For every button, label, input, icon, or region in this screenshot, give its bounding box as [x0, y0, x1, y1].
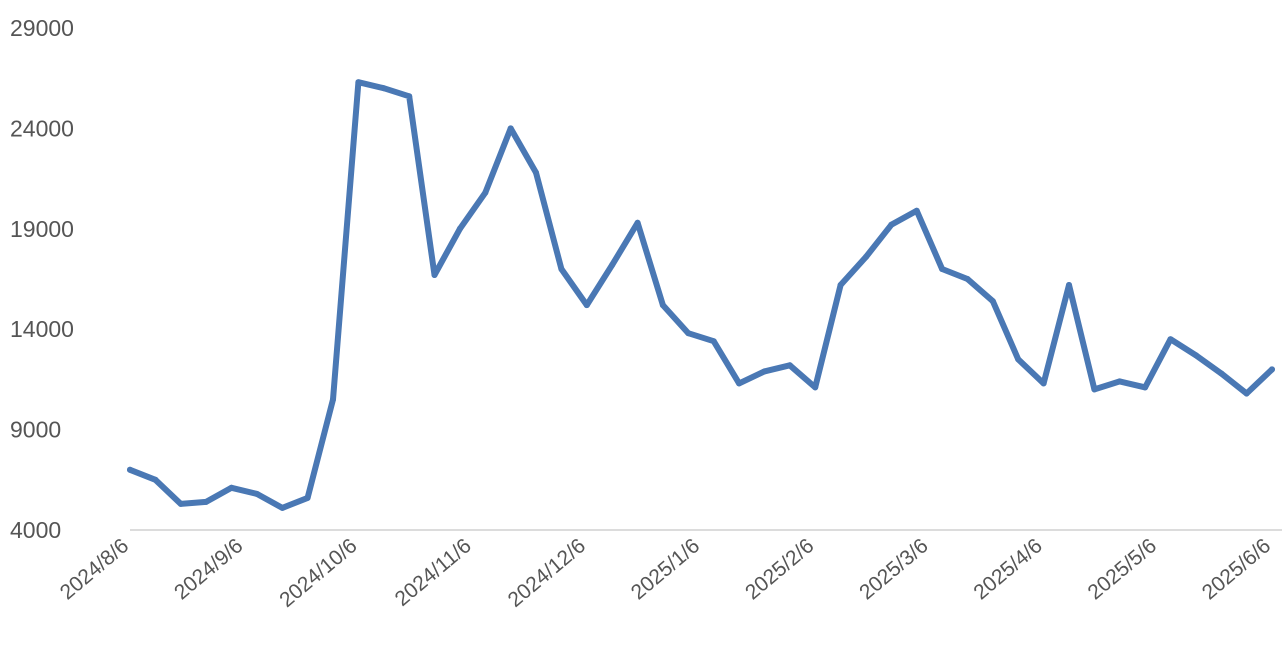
data-point [913, 207, 920, 214]
y-tick-label: 29000 [10, 15, 74, 41]
data-point [1269, 366, 1275, 373]
data-point [837, 282, 844, 288]
x-tick-label: 2025/4/6 [969, 534, 1046, 604]
data-point [304, 494, 311, 501]
x-tick-label: 2024/8/6 [56, 534, 133, 604]
data-point [761, 368, 768, 375]
data-point [1015, 356, 1022, 363]
y-tick-label: 14000 [10, 316, 74, 342]
x-tick-label: 2025/5/6 [1084, 534, 1161, 604]
x-tick-label: 2024/11/6 [391, 534, 476, 611]
x-tick-label: 2024/12/6 [504, 534, 590, 612]
data-point [1142, 384, 1149, 391]
data-point [380, 85, 387, 92]
data-point [152, 476, 159, 483]
x-tick-label: 2025/2/6 [741, 534, 818, 604]
data-point [710, 338, 717, 345]
data-point [558, 266, 565, 272]
data-point [533, 169, 539, 176]
x-tick-label: 2025/3/6 [855, 534, 932, 604]
data-point [939, 266, 946, 272]
data-point [736, 380, 743, 387]
x-axis-ticks: 2024/8/6 2024/9/6 2024/10/6 2024/11/6 2024/1… [56, 534, 1275, 612]
x-tick-label: 2025/1/6 [627, 534, 704, 604]
data-point [634, 219, 641, 226]
data-point [1091, 386, 1098, 393]
data-point [583, 302, 590, 309]
series-line [127, 79, 1275, 511]
data-point [609, 261, 616, 268]
x-tick-label: 2024/10/6 [275, 534, 361, 612]
data-point [1243, 390, 1250, 397]
data-point [431, 272, 438, 278]
data-point [1066, 282, 1072, 288]
y-tick-label: 24000 [10, 115, 74, 141]
data-point [482, 189, 489, 196]
data-point [203, 498, 210, 505]
data-point [786, 362, 793, 369]
data-point [355, 79, 362, 86]
y-tick-label: 4000 [10, 517, 61, 543]
data-point [659, 302, 666, 309]
data-point [177, 500, 184, 507]
data-point [127, 466, 133, 473]
data-point [253, 490, 260, 497]
data-point [1192, 352, 1199, 359]
x-tick-label: 2025/6/6 [1198, 534, 1275, 604]
x-tick-label: 2024/9/6 [170, 534, 247, 604]
data-point [812, 384, 819, 391]
data-point [888, 221, 895, 228]
y-tick-label: 9000 [10, 417, 61, 443]
data-point [1218, 370, 1225, 377]
data-point [279, 504, 286, 511]
data-point [685, 330, 692, 337]
y-tick-label: 19000 [10, 216, 74, 242]
data-point [330, 396, 336, 403]
data-point [507, 125, 514, 132]
data-point [228, 484, 235, 491]
data-point [1167, 336, 1174, 343]
data-point [1116, 378, 1123, 385]
data-point [989, 298, 996, 305]
data-point [456, 225, 463, 232]
y-axis-ticks: 4000 9000 14000 19000 24000 29000 [10, 15, 74, 543]
series-group [127, 79, 1275, 511]
data-point [964, 276, 971, 282]
data-point [1040, 380, 1047, 387]
data-point [863, 253, 869, 260]
data-point [406, 93, 413, 100]
